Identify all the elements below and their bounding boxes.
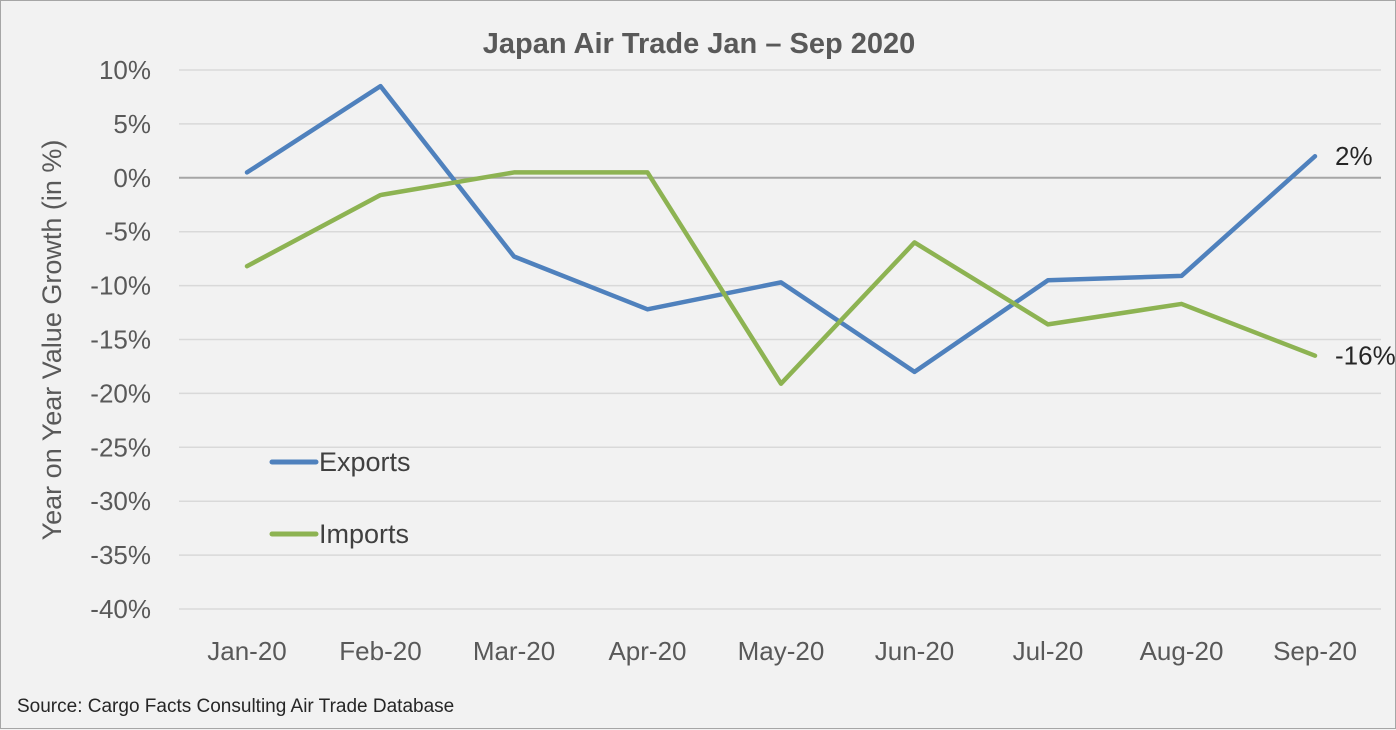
x-axis-ticks: Jan-20 Feb-20 Mar-20 Apr-20 May-20 Jun-20 Jul-… bbox=[207, 636, 1357, 666]
x-tick-label: Apr-20 bbox=[608, 636, 686, 666]
y-tick-label: 5% bbox=[113, 109, 151, 139]
end-labels: 2% -16% bbox=[1335, 141, 1396, 370]
series-line-imports bbox=[244, 170, 1318, 386]
end-label-imports: -16% bbox=[1335, 341, 1396, 371]
legend-label-imports: Imports bbox=[319, 519, 409, 549]
series-line-exports bbox=[244, 83, 1318, 375]
x-tick-label: Feb-20 bbox=[339, 636, 421, 666]
y-tick-label: -15% bbox=[90, 325, 151, 355]
end-label-exports: 2% bbox=[1335, 141, 1373, 171]
legend-label-exports: Exports bbox=[319, 447, 411, 477]
y-tick-label: 0% bbox=[113, 163, 151, 193]
x-tick-label: Mar-20 bbox=[473, 636, 555, 666]
y-tick-label: -30% bbox=[90, 486, 151, 516]
y-tick-label: -10% bbox=[90, 271, 151, 301]
y-axis-title: Year on Year Value Growth (in %) bbox=[37, 140, 67, 541]
y-tick-label: -40% bbox=[90, 594, 151, 624]
gridlines bbox=[179, 69, 1381, 610]
y-tick-label: -5% bbox=[105, 217, 151, 247]
x-tick-label: Aug-20 bbox=[1140, 636, 1224, 666]
y-axis-ticks: 10% 5% 0% -5% -10% -15% -20% -25% -30% -35% -40% bbox=[90, 55, 151, 624]
y-tick-label: -35% bbox=[90, 540, 151, 570]
x-tick-label: Jul-20 bbox=[1013, 636, 1084, 666]
source-note: Source: Cargo Facts Consulting Air Trade… bbox=[17, 696, 454, 717]
x-tick-label: Jan-20 bbox=[207, 636, 287, 666]
y-tick-label: -20% bbox=[90, 378, 151, 408]
chart-title: Japan Air Trade Jan – Sep 2020 bbox=[483, 28, 916, 60]
series-lines bbox=[244, 83, 1318, 386]
x-tick-label: Sep-20 bbox=[1273, 636, 1357, 666]
y-tick-label: -25% bbox=[90, 432, 151, 462]
x-tick-label: May-20 bbox=[738, 636, 825, 666]
legend: Exports Imports bbox=[269, 447, 411, 549]
y-tick-label: 10% bbox=[99, 55, 151, 85]
x-tick-label: Jun-20 bbox=[875, 636, 955, 666]
